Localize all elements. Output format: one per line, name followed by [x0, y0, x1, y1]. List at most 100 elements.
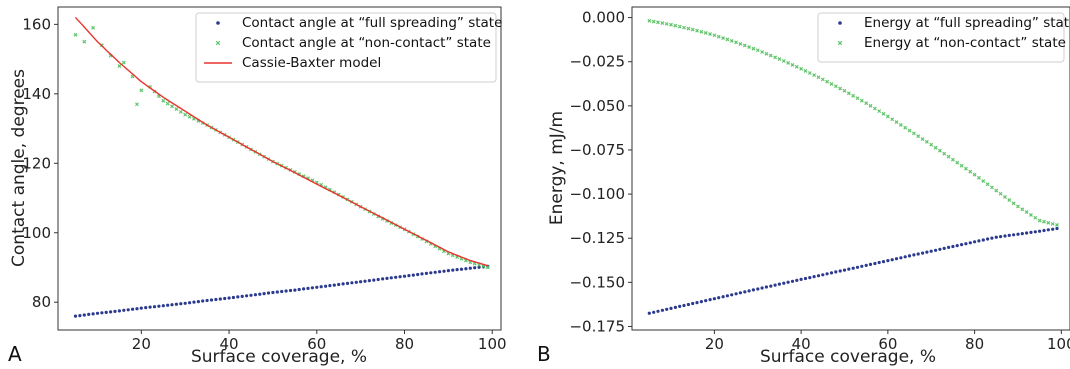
panel-b-point-full: [773, 283, 777, 287]
panel-b-point-full: [699, 300, 704, 304]
panel-b-point-noncontact: [1042, 219, 1046, 224]
panel-a-point-full: [455, 268, 459, 272]
panel-a-point-full: [170, 303, 174, 307]
panel-a-point-full: [350, 281, 354, 285]
panel-b-y-tick-label: −0.025: [569, 53, 625, 71]
panel-a-point-full: [205, 298, 209, 303]
panel-b-point-noncontact: [898, 122, 903, 127]
panel-b-point-full: [812, 275, 816, 279]
panel-b-x-axis-label: Surface coverage, %: [760, 347, 936, 367]
panel-b-point-noncontact: [794, 64, 799, 69]
panel-b-point-full: [691, 301, 695, 306]
panel-b-legend-marker-full: [838, 21, 842, 25]
panel-b-point-noncontact: [894, 120, 899, 125]
panel-b-point-noncontact: [664, 21, 669, 26]
panel-b-point-full: [903, 255, 907, 259]
panel-b-legend-label-noncontact: Energy at “non-contact” state: [864, 35, 1066, 51]
panel-a-x-tick-label: 80: [395, 335, 414, 353]
panel-b-point-full: [947, 245, 951, 249]
panel-b-point-noncontact: [868, 103, 873, 108]
panel-b-point-noncontact: [833, 84, 838, 89]
panel-b-label: B: [537, 342, 551, 366]
panel-b-point-noncontact: [660, 21, 665, 26]
panel-b-point-full: [760, 286, 764, 290]
panel-a-point-full: [218, 297, 222, 301]
panel-b-point-full: [894, 257, 899, 261]
panel-a-point-noncontact: [73, 32, 78, 37]
panel-a-ticks: 20 40 60 80 100 80 100 120 140 160: [22, 15, 506, 353]
panel-b-point-full: [821, 273, 825, 277]
panel-b-point-noncontact: [1007, 198, 1012, 203]
panel-b-point-noncontact: [950, 157, 955, 162]
panel-b-point-noncontact: [920, 137, 925, 141]
panel-b-point-noncontact: [963, 166, 968, 171]
panel-b-point-noncontact: [881, 111, 886, 116]
panel-a-point-full: [459, 267, 464, 271]
panel-b-point-noncontact: [877, 109, 882, 114]
panel-a-point-full: [258, 292, 262, 296]
panel-b-point-full: [1007, 233, 1011, 237]
panel-b-point-full: [704, 299, 708, 303]
panel-a-point-noncontact: [121, 60, 126, 65]
panel-b-y-tick-label: −0.075: [569, 141, 625, 159]
panel-a-x-tick-label: 100: [478, 335, 507, 353]
panel-b-point-noncontact: [1016, 204, 1020, 209]
panel-a-point-full: [411, 273, 415, 277]
panel-b-point-full: [747, 289, 751, 293]
panel-a-y-tick-label: 120: [22, 154, 51, 172]
panel-b-point-noncontact: [872, 106, 877, 111]
panel-b-point-full: [842, 268, 847, 272]
panel-b-point-noncontact: [829, 82, 834, 86]
panel-a-point-noncontact: [485, 265, 490, 270]
panel-b-point-full: [799, 277, 803, 281]
panel-b-y-tick-label: −0.150: [569, 273, 625, 291]
panel-b-point-full: [990, 236, 994, 240]
panel-b-point-full: [678, 304, 682, 308]
panel-b-point-noncontact: [946, 154, 951, 159]
panel-a-x-tick-label: 40: [220, 335, 239, 353]
panel-a-point-full: [231, 295, 235, 300]
panel-b-point-noncontact: [729, 38, 734, 43]
panel-a-point-full: [293, 288, 297, 292]
panel-a-point-full: [157, 304, 161, 308]
panel-a-legend-label-noncontact: Contact angle at “non-contact” state: [242, 35, 491, 51]
panel-a-point-full: [288, 288, 293, 293]
panel-a-chart: 20 40 60 80 100 80 100 120 140 160 Surface covera…: [8, 6, 507, 367]
panel-b-point-full: [881, 260, 886, 264]
panel-a-legend: Contact angle at “full spreading” state C…: [195, 12, 502, 83]
panel-b-y-tick-label: −0.125: [569, 229, 625, 247]
panel-b-point-full: [686, 302, 691, 307]
panel-b-point-noncontact: [924, 139, 929, 144]
panel-b-point-full: [847, 267, 851, 271]
panel-b-point-full: [751, 288, 756, 292]
panel-a-point-full: [433, 270, 437, 274]
panel-a-point-full: [152, 305, 157, 309]
panel-b-legend: Energy at “full spreading” state Energy a…: [817, 12, 1070, 63]
panel-a-point-full: [245, 294, 249, 298]
panel-a-point-full: [117, 309, 121, 313]
panel-a-point-full: [319, 285, 323, 289]
panel-a-point-full: [87, 312, 91, 316]
panel-a-point-full: [394, 275, 398, 279]
panel-b-marks: [647, 18, 1059, 315]
panel-a-point-full: [280, 289, 284, 294]
panel-a-point-full: [297, 287, 301, 292]
panel-a-point-full: [310, 286, 314, 290]
panel-b-point-full: [921, 251, 925, 255]
panel-a-y-tick-label: 160: [22, 15, 51, 33]
panel-b-point-noncontact: [738, 41, 743, 46]
panel-b-point-full: [769, 284, 773, 288]
panel-b-point-full: [999, 235, 1003, 239]
panel-a-point-full: [429, 271, 433, 275]
panel-a-point-full: [354, 280, 358, 284]
panel-a-point-full: [275, 290, 279, 294]
panel-a-point-full: [100, 311, 104, 315]
panel-a-point-noncontact: [91, 25, 96, 30]
panel-b-point-full: [764, 285, 769, 289]
panel-b-point-noncontact: [907, 128, 912, 133]
panel-a-point-full: [227, 296, 231, 300]
panel-b-point-noncontact: [647, 18, 652, 23]
panel-b-chart: 20 40 60 80 100 0.000 −0.025 −0.050 −0.075 −0.100…: [537, 6, 1070, 367]
panel-b-y-tick-label: 0.000: [582, 9, 625, 27]
panel-b-point-full: [647, 311, 651, 315]
